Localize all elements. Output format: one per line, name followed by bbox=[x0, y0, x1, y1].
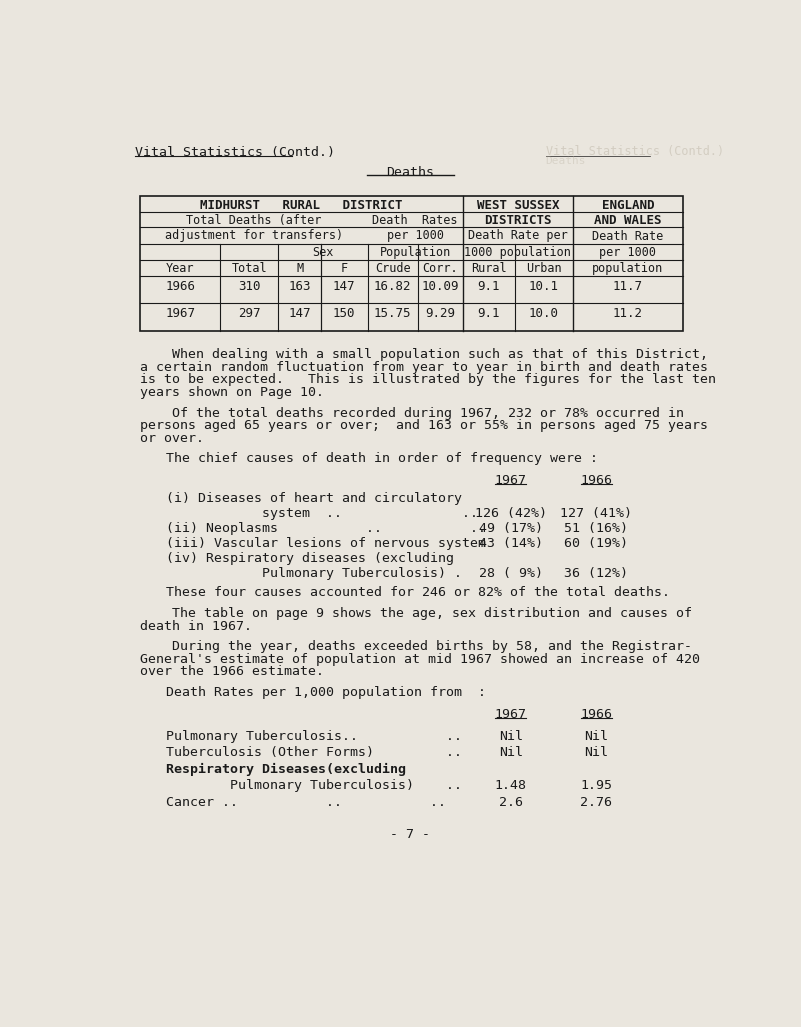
Text: 16.82: 16.82 bbox=[374, 280, 412, 294]
Text: General's estimate of population at mid 1967 showed an increase of 420: General's estimate of population at mid … bbox=[140, 652, 700, 665]
Text: 43 (14%): 43 (14%) bbox=[479, 537, 543, 549]
Text: persons aged 65 years or over;  and 163 or 55% in persons aged 75 years: persons aged 65 years or over; and 163 o… bbox=[140, 419, 708, 432]
Text: 36 (12%): 36 (12%) bbox=[564, 567, 628, 580]
Text: When dealing with a small population such as that of this District,: When dealing with a small population suc… bbox=[140, 348, 708, 362]
Text: WEST SUSSEX: WEST SUSSEX bbox=[477, 198, 559, 212]
Text: 147: 147 bbox=[333, 280, 356, 294]
Text: 1967: 1967 bbox=[495, 708, 527, 721]
Text: Pulmonary Tuberculosis) .: Pulmonary Tuberculosis) . bbox=[166, 567, 462, 580]
Text: 2.6: 2.6 bbox=[499, 796, 523, 809]
Text: 127 (41%): 127 (41%) bbox=[560, 506, 632, 520]
Text: 1967: 1967 bbox=[495, 474, 527, 488]
Text: Nil: Nil bbox=[584, 747, 608, 759]
Text: Year: Year bbox=[166, 262, 195, 275]
Text: 9.1: 9.1 bbox=[477, 307, 500, 320]
Text: 11.2: 11.2 bbox=[613, 307, 643, 320]
Text: Rural: Rural bbox=[471, 262, 506, 275]
Text: over the 1966 estimate.: over the 1966 estimate. bbox=[140, 665, 324, 678]
Text: These four causes accounted for 246 or 82% of the total deaths.: These four causes accounted for 246 or 8… bbox=[166, 586, 670, 600]
Text: (iii) Vascular lesions of nervous system: (iii) Vascular lesions of nervous system bbox=[166, 537, 486, 549]
Text: Death Rate per: Death Rate per bbox=[468, 229, 568, 242]
Text: population: population bbox=[592, 262, 663, 275]
Text: 60 (19%): 60 (19%) bbox=[564, 537, 628, 549]
Text: (i) Diseases of heart and circulatory: (i) Diseases of heart and circulatory bbox=[166, 492, 462, 504]
Text: Total Deaths (after: Total Deaths (after bbox=[187, 214, 322, 227]
Text: 297: 297 bbox=[238, 307, 260, 320]
Text: 51 (16%): 51 (16%) bbox=[564, 522, 628, 535]
Text: Death  Rates: Death Rates bbox=[372, 214, 458, 227]
Text: per 1000: per 1000 bbox=[387, 229, 444, 242]
Text: Nil: Nil bbox=[499, 747, 523, 759]
Text: Nil: Nil bbox=[499, 729, 523, 743]
Text: Vital Statistics (Contd.): Vital Statistics (Contd.) bbox=[135, 146, 335, 159]
Bar bbox=[140, 196, 683, 331]
Text: Crude: Crude bbox=[375, 262, 410, 275]
Text: (iv) Respiratory diseases (excluding: (iv) Respiratory diseases (excluding bbox=[166, 551, 454, 565]
Text: 1.48: 1.48 bbox=[495, 779, 527, 792]
Text: Deaths: Deaths bbox=[386, 165, 434, 179]
Text: - 7 -: - 7 - bbox=[390, 828, 430, 841]
Text: per 1000: per 1000 bbox=[599, 246, 656, 260]
Text: The table on page 9 shows the age, sex distribution and causes of: The table on page 9 shows the age, sex d… bbox=[140, 607, 692, 620]
Text: F: F bbox=[340, 262, 348, 275]
Text: 15.75: 15.75 bbox=[374, 307, 412, 320]
Text: 10.09: 10.09 bbox=[421, 280, 459, 294]
Text: M: M bbox=[296, 262, 304, 275]
Text: Sex: Sex bbox=[312, 246, 334, 260]
Text: 1000 population: 1000 population bbox=[465, 246, 571, 260]
Text: 28 ( 9%): 28 ( 9%) bbox=[479, 567, 543, 580]
Text: 9.1: 9.1 bbox=[477, 280, 500, 294]
Text: Population: Population bbox=[380, 246, 451, 260]
Text: a certain random fluctuation from year to year in birth and death rates: a certain random fluctuation from year t… bbox=[140, 360, 708, 374]
Text: 310: 310 bbox=[238, 280, 260, 294]
Text: 1.95: 1.95 bbox=[580, 779, 612, 792]
Text: 49 (17%): 49 (17%) bbox=[479, 522, 543, 535]
Text: years shown on Page 10.: years shown on Page 10. bbox=[140, 386, 324, 400]
Text: ENGLAND: ENGLAND bbox=[602, 198, 654, 212]
Text: Respiratory Diseases(excluding: Respiratory Diseases(excluding bbox=[166, 763, 406, 775]
Text: 9.29: 9.29 bbox=[425, 307, 455, 320]
Text: Death Rate: Death Rate bbox=[592, 229, 663, 242]
Text: Death Rates per 1,000 population from  :: Death Rates per 1,000 population from : bbox=[166, 686, 486, 698]
Text: death in 1967.: death in 1967. bbox=[140, 619, 252, 633]
Text: 2.76: 2.76 bbox=[580, 796, 612, 809]
Text: AND WALES: AND WALES bbox=[594, 214, 662, 227]
Text: The chief causes of death in order of frequency were :: The chief causes of death in order of fr… bbox=[166, 453, 598, 465]
Text: Deaths: Deaths bbox=[545, 156, 586, 166]
Text: Tuberculosis (Other Forms)         ..: Tuberculosis (Other Forms) .. bbox=[166, 747, 462, 759]
Text: 1967: 1967 bbox=[165, 307, 195, 320]
Text: Pulmonary Tuberculosis..           ..: Pulmonary Tuberculosis.. .. bbox=[166, 729, 462, 743]
Text: 10.0: 10.0 bbox=[529, 307, 559, 320]
Text: Vital Statistics (Contd.): Vital Statistics (Contd.) bbox=[545, 145, 724, 158]
Text: Total: Total bbox=[231, 262, 267, 275]
Text: or over.: or over. bbox=[140, 432, 204, 445]
Text: 1966: 1966 bbox=[580, 474, 612, 488]
Text: 1966: 1966 bbox=[580, 708, 612, 721]
Text: Urban: Urban bbox=[526, 262, 562, 275]
Text: is to be expected.   This is illustrated by the figures for the last ten: is to be expected. This is illustrated b… bbox=[140, 374, 716, 386]
Text: Cancer ..           ..           ..: Cancer .. .. .. bbox=[166, 796, 446, 809]
Text: DISTRICTS: DISTRICTS bbox=[484, 214, 552, 227]
Text: adjustment for transfers): adjustment for transfers) bbox=[165, 229, 343, 242]
Text: 10.1: 10.1 bbox=[529, 280, 559, 294]
Text: 1966: 1966 bbox=[165, 280, 195, 294]
Text: MIDHURST   RURAL   DISTRICT: MIDHURST RURAL DISTRICT bbox=[200, 198, 403, 212]
Text: Pulmonary Tuberculosis)    ..: Pulmonary Tuberculosis) .. bbox=[166, 779, 462, 792]
Text: 11.7: 11.7 bbox=[613, 280, 643, 294]
Text: 150: 150 bbox=[333, 307, 356, 320]
Text: Of the total deaths recorded during 1967, 232 or 78% occurred in: Of the total deaths recorded during 1967… bbox=[140, 407, 684, 420]
Text: (ii) Neoplasms           ..           ..: (ii) Neoplasms .. .. bbox=[166, 522, 486, 535]
Text: 163: 163 bbox=[288, 280, 311, 294]
Text: Corr.: Corr. bbox=[423, 262, 458, 275]
Text: Nil: Nil bbox=[584, 729, 608, 743]
Text: 147: 147 bbox=[288, 307, 311, 320]
Text: system  ..               ..: system .. .. bbox=[166, 506, 478, 520]
Text: 126 (42%): 126 (42%) bbox=[475, 506, 547, 520]
Text: During the year, deaths exceeded births by 58, and the Registrar-: During the year, deaths exceeded births … bbox=[140, 640, 692, 653]
